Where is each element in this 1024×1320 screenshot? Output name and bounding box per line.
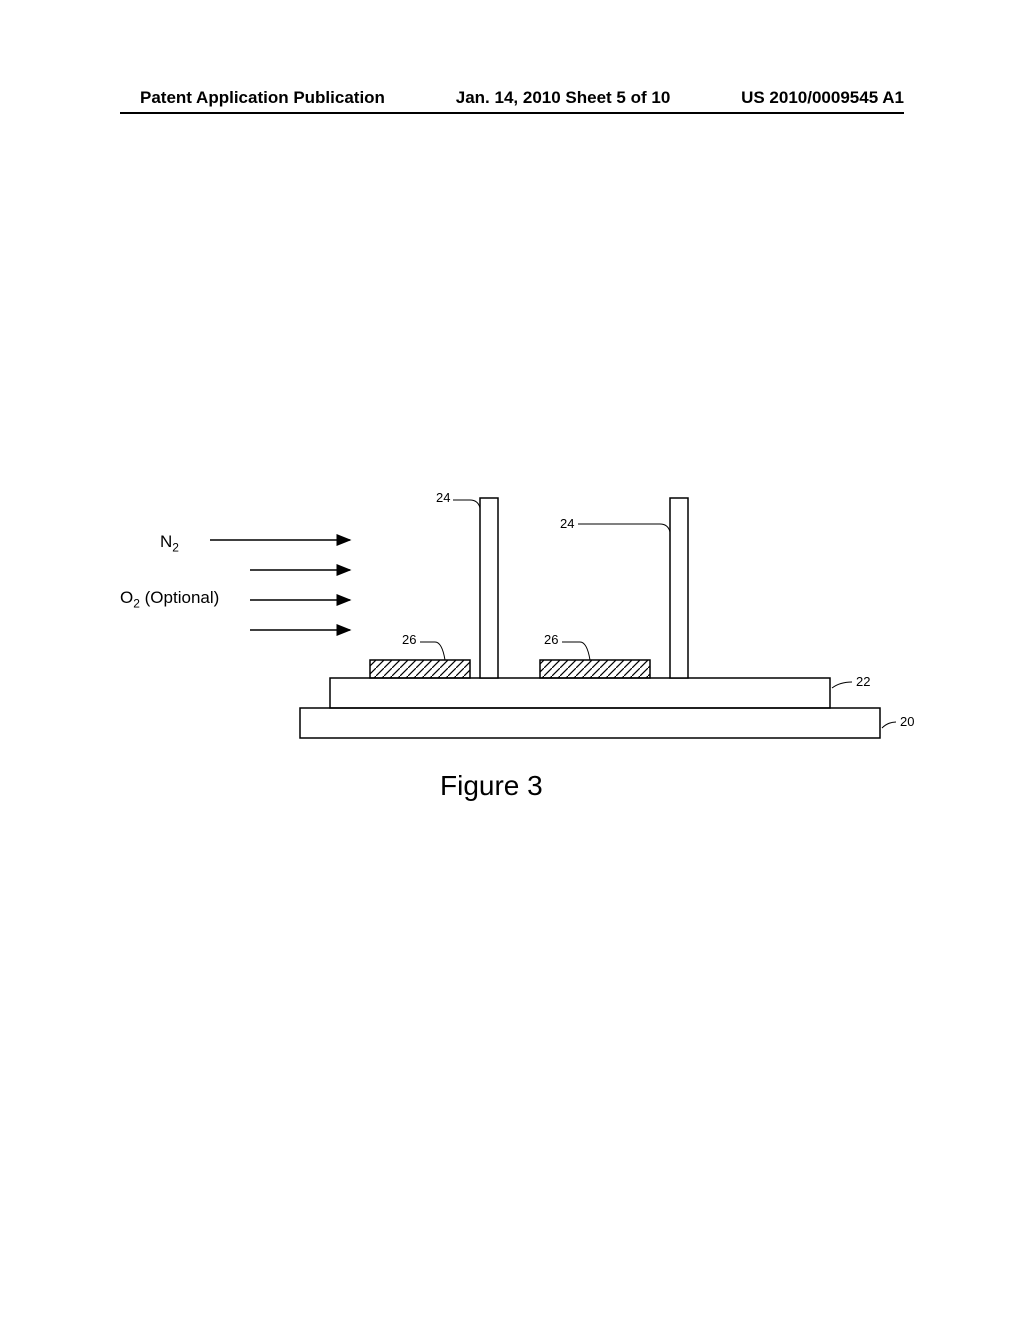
header-right: US 2010/0009545 A1: [741, 88, 904, 108]
header-center: Jan. 14, 2010 Sheet 5 of 10: [456, 88, 671, 108]
diagram-svg: [120, 460, 904, 780]
figure-caption: Figure 3: [440, 770, 543, 802]
header-rule: [120, 112, 904, 114]
header-left: Patent Application Publication: [140, 88, 385, 108]
figure-3: N2 O2 (Optional) 24 24 26 26 22 20: [120, 460, 904, 860]
